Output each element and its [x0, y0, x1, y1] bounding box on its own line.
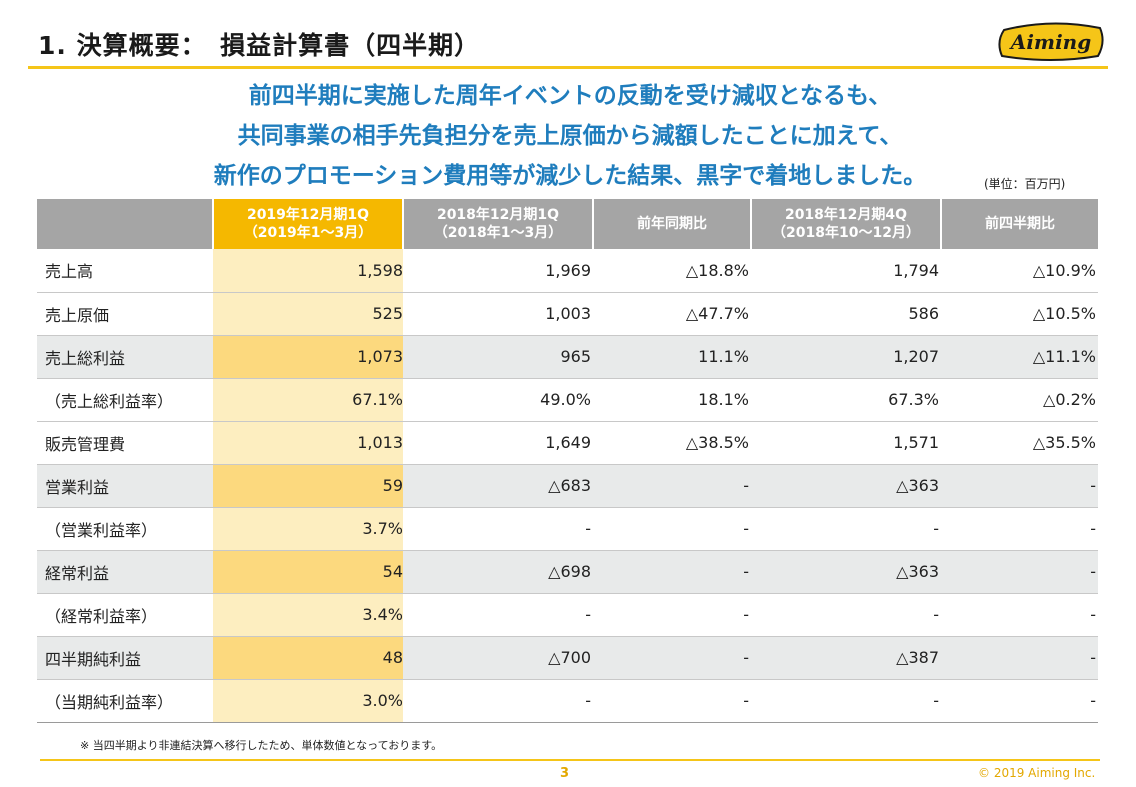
table-row: （営業利益率） 3.7% - - - -	[37, 507, 1098, 551]
headline-line: 新作のプロモーション費用等が減少した結果、黒字で着地しました。	[213, 163, 927, 189]
column-header: 前四半期比	[941, 199, 1098, 249]
cell-value: △47.7%	[593, 292, 751, 336]
cell-value: △11.1%	[941, 335, 1098, 379]
table-row: 四半期純利益 48 △700 - △387 -	[37, 636, 1098, 680]
cell-value: 1,649	[403, 421, 593, 465]
cell-value: △387	[751, 636, 941, 680]
table-row: （売上総利益率） 67.1% 49.0% 18.1% 67.3% △0.2%	[37, 378, 1098, 422]
table-row: （経常利益率） 3.4% - - - -	[37, 593, 1098, 637]
column-header: 2018年12月期1Q （2018年1〜3月）	[403, 199, 594, 249]
cell-value: △10.5%	[941, 292, 1098, 336]
row-label: 経常利益	[37, 550, 213, 594]
cell-value: 59	[213, 464, 403, 508]
cell-value: 586	[751, 292, 941, 336]
title-underline	[28, 66, 1108, 69]
table-row: 販売管理費 1,013 1,649 △38.5% 1,571 △35.5%	[37, 421, 1098, 465]
cell-value: -	[593, 593, 751, 637]
table-row: 営業利益 59 △683 - △363 -	[37, 464, 1098, 508]
cell-value: 3.7%	[213, 507, 403, 551]
cell-value: -	[593, 550, 751, 594]
cell-value: △35.5%	[941, 421, 1098, 465]
cell-value: -	[941, 636, 1098, 680]
cell-value: -	[593, 679, 751, 723]
table-row: 売上原価 525 1,003 △47.7% 586 △10.5%	[37, 292, 1098, 336]
footnote: ※ 当四半期より非連結決算へ移行したため、単体数値となっております。	[80, 739, 443, 752]
cell-value: △698	[403, 550, 593, 594]
income-statement-table: 2019年12月期1Q （2019年1〜3月） 2018年12月期1Q （2018年…	[37, 199, 1098, 723]
row-label: 売上原価	[37, 292, 213, 336]
table-row: 売上高 1,598 1,969 △18.8% 1,794 △10.9%	[37, 249, 1098, 293]
cell-value: △0.2%	[941, 378, 1098, 422]
aiming-logo: Aiming	[998, 22, 1104, 61]
cell-value: -	[941, 593, 1098, 637]
cell-value: △18.8%	[593, 249, 751, 293]
header-blank	[37, 199, 214, 249]
logo-text: Aiming	[1009, 30, 1091, 54]
cell-value: 1,003	[403, 292, 593, 336]
cell-value: 49.0%	[403, 378, 593, 422]
page-number: 3	[560, 766, 570, 781]
row-label: （売上総利益率）	[37, 378, 213, 422]
cell-value: -	[403, 679, 593, 723]
cell-value: △363	[751, 464, 941, 508]
row-label: （当期純利益率）	[37, 679, 213, 723]
cell-value: 525	[213, 292, 403, 336]
cell-value: 965	[403, 335, 593, 379]
cell-value: 67.1%	[213, 378, 403, 422]
page-title: 1. 決算概要： 損益計算書（四半期）	[38, 31, 481, 60]
cell-value: -	[593, 507, 751, 551]
cell-value: -	[941, 464, 1098, 508]
cell-value: 1,207	[751, 335, 941, 379]
headline-line: 前四半期に実施した周年イベントの反動を受け減収となるも、	[248, 83, 892, 109]
cell-value: △700	[403, 636, 593, 680]
cell-value: -	[751, 507, 941, 551]
cell-value: △10.9%	[941, 249, 1098, 293]
cell-value: △683	[403, 464, 593, 508]
row-label: 四半期純利益	[37, 636, 213, 680]
row-label: （経常利益率）	[37, 593, 213, 637]
cell-value: -	[751, 593, 941, 637]
table-row: 売上総利益 1,073 965 11.1% 1,207 △11.1%	[37, 335, 1098, 379]
cell-value: 1,571	[751, 421, 941, 465]
table-row: 経常利益 54 △698 - △363 -	[37, 550, 1098, 594]
cell-value: 48	[213, 636, 403, 680]
column-header: 2018年12月期4Q （2018年10〜12月）	[751, 199, 942, 249]
cell-value: 1,794	[751, 249, 941, 293]
column-header: 2019年12月期1Q （2019年1〜3月）	[213, 199, 404, 249]
row-label: （営業利益率）	[37, 507, 213, 551]
cell-value: △363	[751, 550, 941, 594]
cell-value: -	[941, 550, 1098, 594]
cell-value: 54	[213, 550, 403, 594]
headline-line: 共同事業の相手先負担分を売上原価から減額したことに加えて、	[237, 123, 903, 149]
cell-value: -	[593, 464, 751, 508]
cell-value: △38.5%	[593, 421, 751, 465]
cell-value: 67.3%	[751, 378, 941, 422]
row-label: 販売管理費	[37, 421, 213, 465]
cell-value: 1,969	[403, 249, 593, 293]
cell-value: 1,598	[213, 249, 403, 293]
cell-value: -	[403, 593, 593, 637]
cell-value: 3.4%	[213, 593, 403, 637]
row-label: 営業利益	[37, 464, 213, 508]
copyright: © 2019 Aiming Inc.	[978, 766, 1096, 780]
table-row: （当期純利益率） 3.0% - - - -	[37, 679, 1098, 723]
cell-value: 1,013	[213, 421, 403, 465]
cell-value: 18.1%	[593, 378, 751, 422]
cell-value: 11.1%	[593, 335, 751, 379]
cell-value: 3.0%	[213, 679, 403, 723]
row-label: 売上高	[37, 249, 213, 293]
column-header: 前年同期比	[593, 199, 752, 249]
cell-value: -	[403, 507, 593, 551]
cell-value: 1,073	[213, 335, 403, 379]
row-label: 売上総利益	[37, 335, 213, 379]
unit-note: (単位：百万円)	[984, 177, 1066, 191]
table-header-row: 2019年12月期1Q （2019年1〜3月） 2018年12月期1Q （2018年…	[37, 199, 1098, 249]
cell-value: -	[593, 636, 751, 680]
cell-value: -	[751, 679, 941, 723]
cell-value: -	[941, 507, 1098, 551]
footer-rule	[40, 759, 1100, 761]
cell-value: -	[941, 679, 1098, 723]
headline-message: 前四半期に実施した周年イベントの反動を受け減収となるも、 共同事業の相手先負担分…	[40, 76, 1100, 196]
